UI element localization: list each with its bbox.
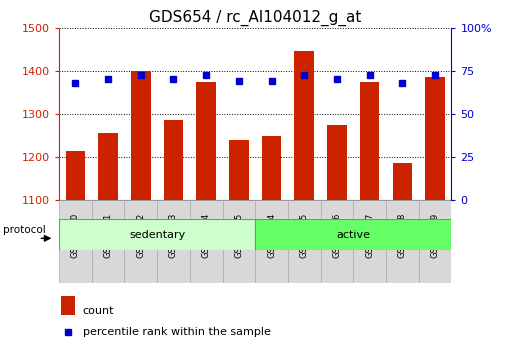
Text: active: active [337, 230, 370, 239]
Bar [229, 140, 249, 200]
Text: GSM11206: GSM11206 [332, 213, 342, 258]
Text: GSM11209: GSM11209 [430, 213, 440, 258]
Text: GSM11205: GSM11205 [300, 213, 309, 258]
Text: percentile rank within the sample: percentile rank within the sample [83, 327, 270, 337]
Bar [321, 200, 353, 283]
Bar [294, 51, 314, 200]
Text: GSM11211: GSM11211 [104, 213, 112, 258]
Text: count: count [83, 306, 114, 315]
Bar [262, 136, 281, 200]
Bar [288, 200, 321, 283]
Bar [62, 296, 75, 315]
Text: GSM11207: GSM11207 [365, 213, 374, 258]
Text: protocol: protocol [3, 225, 46, 235]
Text: GSM11210: GSM11210 [71, 213, 80, 258]
Bar [131, 71, 150, 200]
Bar [92, 200, 125, 283]
Title: GDS654 / rc_AI104012_g_at: GDS654 / rc_AI104012_g_at [149, 10, 361, 26]
Bar [164, 120, 183, 200]
Text: GSM11204: GSM11204 [267, 213, 276, 258]
Bar [59, 200, 92, 283]
Text: sedentary: sedentary [129, 230, 185, 239]
Bar [59, 219, 255, 250]
Bar [196, 81, 216, 200]
Text: GSM11212: GSM11212 [136, 213, 145, 258]
Text: GSM11215: GSM11215 [234, 213, 243, 258]
Text: GSM11213: GSM11213 [169, 213, 178, 258]
Bar [360, 81, 380, 200]
Bar [392, 164, 412, 200]
Bar [124, 200, 157, 283]
Text: GSM11214: GSM11214 [202, 213, 211, 258]
Bar [419, 200, 451, 283]
Bar [157, 200, 190, 283]
Bar [386, 200, 419, 283]
Bar [98, 133, 118, 200]
Bar [327, 125, 347, 200]
Bar [223, 200, 255, 283]
Bar [255, 219, 451, 250]
Bar [425, 77, 445, 200]
Bar [66, 150, 85, 200]
Bar [255, 200, 288, 283]
Bar [190, 200, 223, 283]
Text: GSM11208: GSM11208 [398, 213, 407, 258]
Bar [353, 200, 386, 283]
